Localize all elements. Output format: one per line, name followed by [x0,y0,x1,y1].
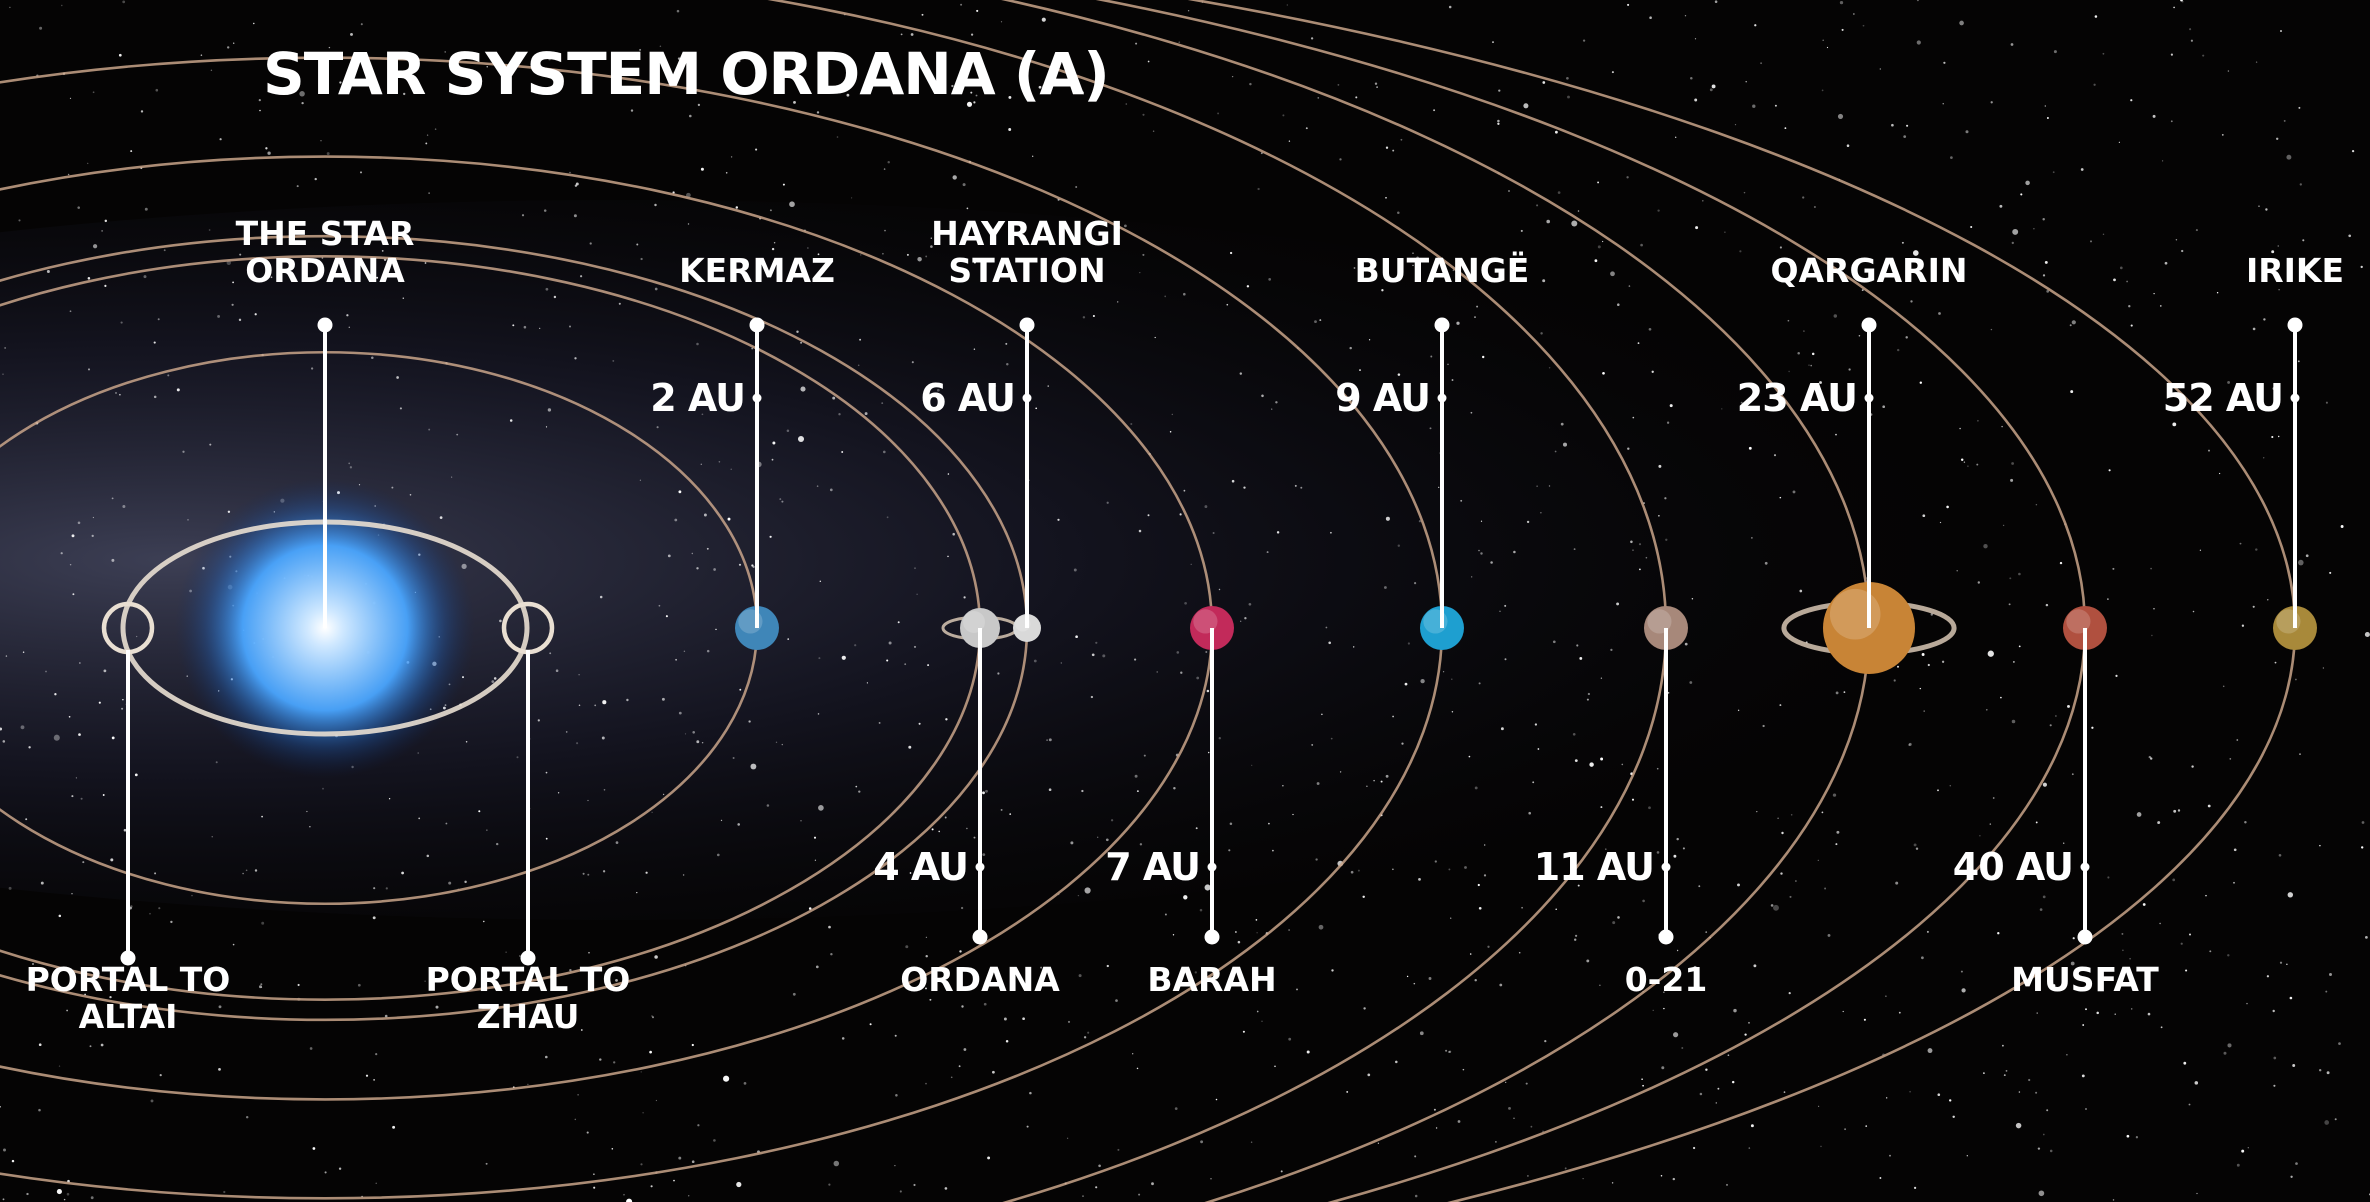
o21-label-dot [1658,929,1674,945]
musfat-label: MUSFAT [2011,960,2159,999]
hayrangi-label: HAYRANGI STATION [931,214,1123,290]
o21-distance-tick [1661,862,1671,872]
o21-label: 0-21 [1624,960,1708,999]
hayrangi-label-dot [1019,317,1035,333]
qargarin-label-dot [1861,317,1877,333]
star-label-dot [317,317,333,333]
star-label: THE STAR ORDANA [235,214,415,290]
hayrangi-distance-tick [1022,393,1032,403]
butange-distance-tick [1437,393,1447,403]
musfat-label-dot [2077,929,2093,945]
qargarin-distance-tick [1864,393,1874,403]
ordana-distance-tick [975,862,985,872]
portal-zhau-dot [520,950,536,966]
ordana-label-dot [972,929,988,945]
ordana-distance: 4 AU [873,845,969,889]
butange-distance: 9 AU [1335,376,1431,420]
irike-distance-tick [2290,393,2300,403]
musfat-distance-tick [2080,862,2090,872]
kermaz-label-dot [749,317,765,333]
kermaz-distance: 2 AU [650,376,746,420]
irike-label-dot [2287,317,2303,333]
butange-label-dot [1434,317,1450,333]
kermaz-distance-tick [752,393,762,403]
musfat-distance: 40 AU [1952,845,2074,889]
hayrangi-distance: 6 AU [920,376,1016,420]
irike-distance: 52 AU [2162,376,2284,420]
kermaz-label: KERMAZ [679,251,835,290]
qargarin-distance: 23 AU [1736,376,1858,420]
barah-distance-tick [1207,862,1217,872]
barah-distance: 7 AU [1105,845,1201,889]
ordana-label: ORDANA [900,960,1060,999]
butange-label: BUTANGË [1354,251,1530,290]
irike-label: IRIKE [2245,251,2345,290]
barah-label-dot [1204,929,1220,945]
page-title: STAR SYSTEM ORDANA (A) [263,40,1110,108]
portal-zhau-label: PORTAL TO ZHAU [425,960,631,1036]
barah-label: BARAH [1147,960,1277,999]
orbit-ordana [0,255,982,1001]
qargarin-label: QARGARIN [1770,251,1968,290]
o21-distance: 11 AU [1533,845,1655,889]
portal-altai-label: PORTAL TO ALTAI [25,960,231,1036]
portal-altai-dot [120,950,136,966]
